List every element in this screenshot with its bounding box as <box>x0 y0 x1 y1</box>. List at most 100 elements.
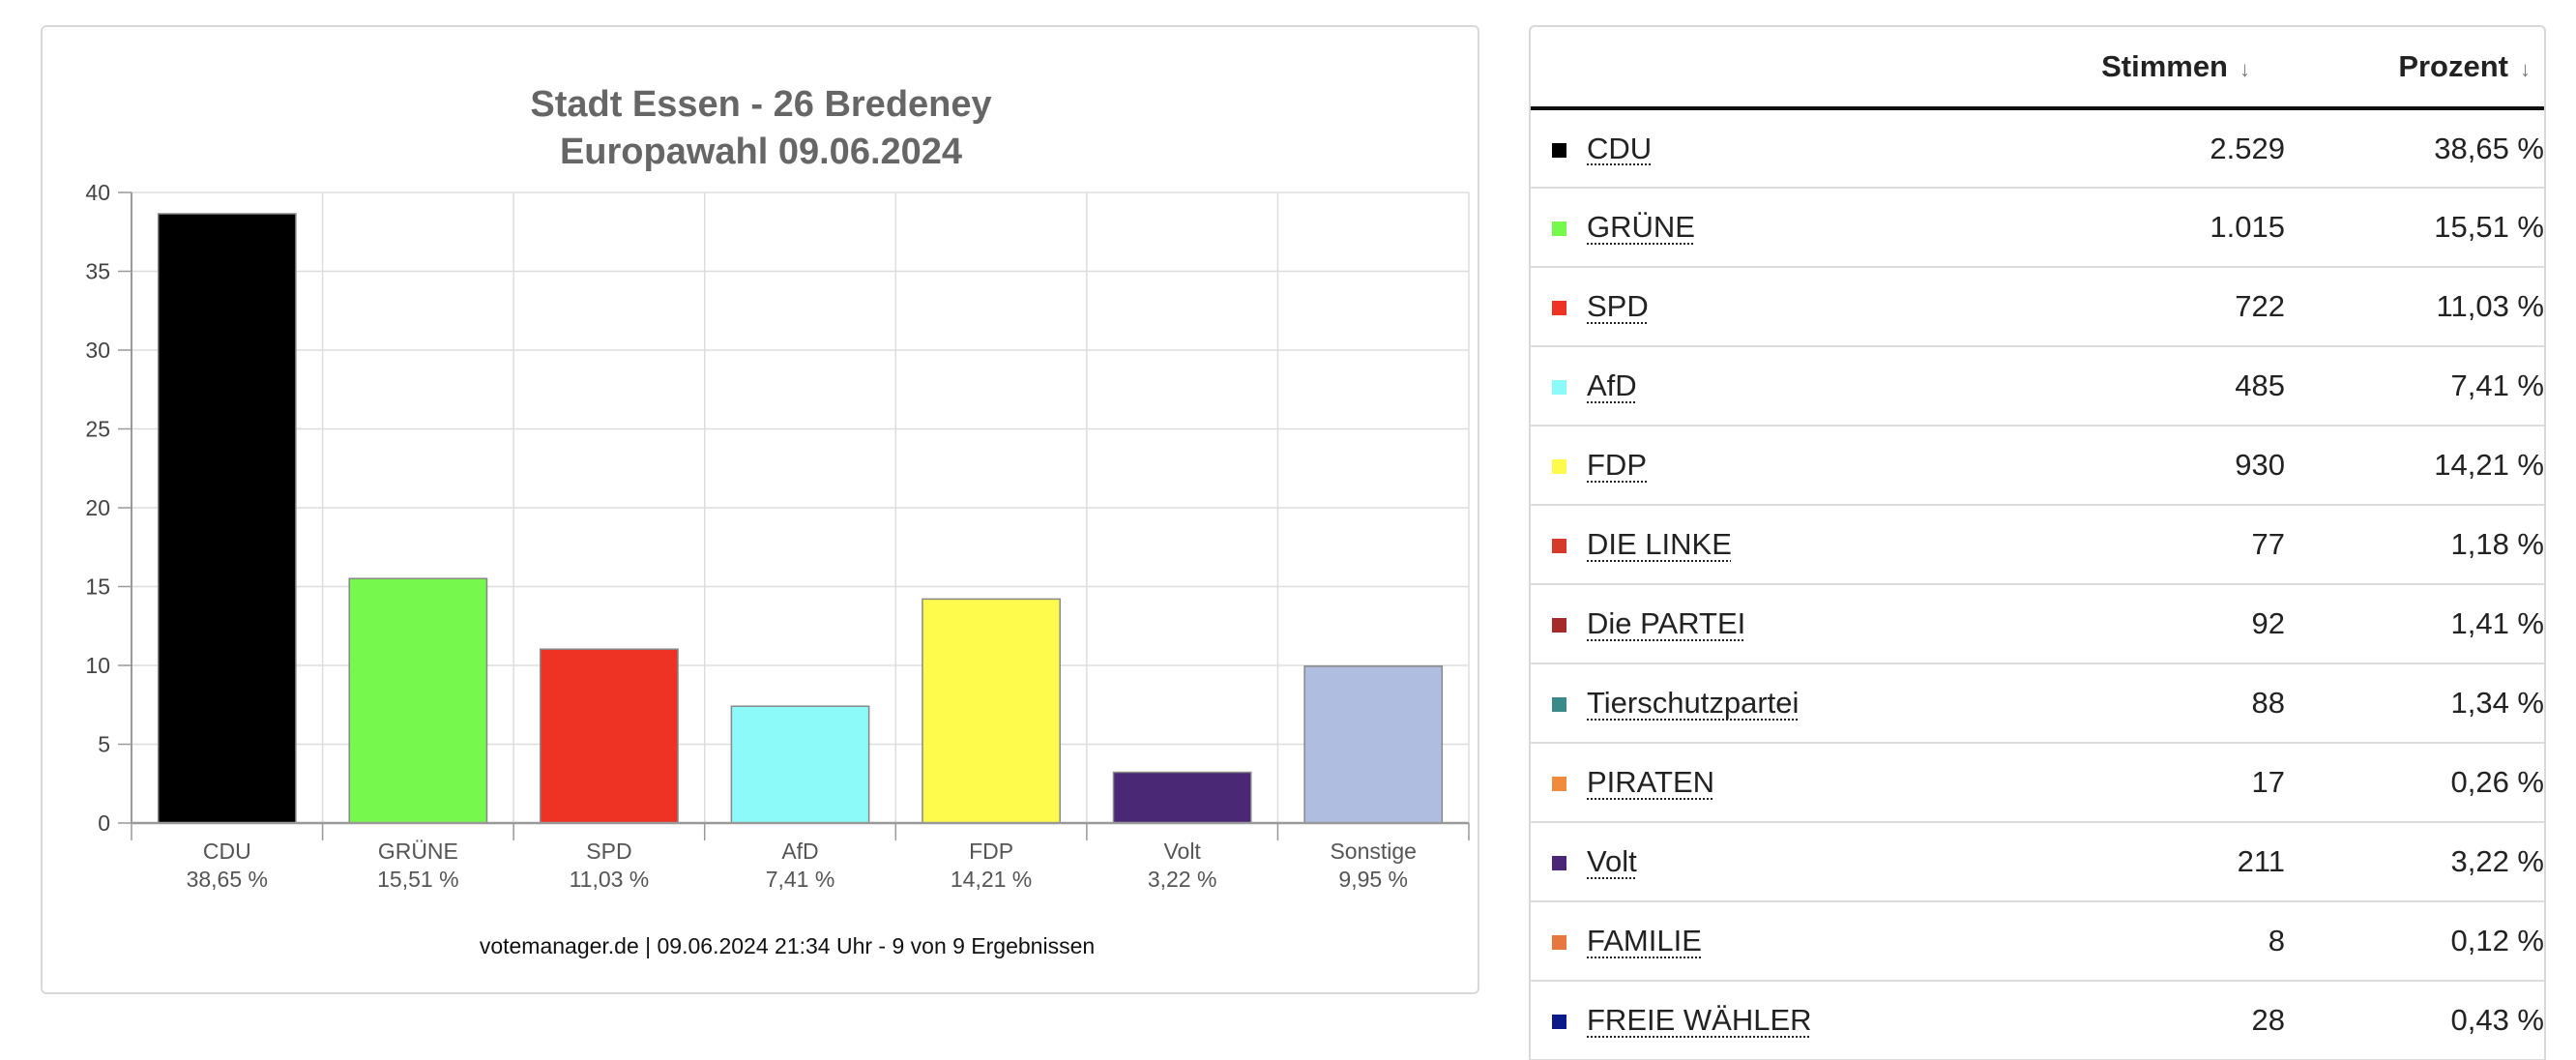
party-cell: DIE LINKE <box>1587 505 2061 585</box>
stimmen-cell: 2.529 <box>2061 108 2285 189</box>
table-row: DIE LINKE 77 1,18 % <box>1531 505 2544 585</box>
x-category-label: AfD <box>781 839 818 864</box>
party-name-link[interactable]: PIRATEN <box>1587 765 1715 799</box>
stimmen-cell: 930 <box>2061 426 2285 506</box>
y-tick-label: 15 <box>85 574 110 600</box>
x-category-label: Volt <box>1163 839 1201 864</box>
stimmen-cell: 722 <box>2061 267 2285 347</box>
bar-cdu <box>157 213 297 824</box>
party-name-link[interactable]: DIE LINKE <box>1587 527 1732 561</box>
party-name-link[interactable]: FDP <box>1587 448 1647 482</box>
party-color-swatch <box>1551 301 1566 316</box>
party-name-link[interactable]: CDU <box>1587 131 1653 165</box>
results-table: Stimmen ↓ Prozent ↓ CDU 2.529 38,65 % GRÜNE 1.… <box>1531 27 2544 1060</box>
y-tick-label: 40 <box>85 180 110 205</box>
party-name-link[interactable]: SPD <box>1587 289 1649 323</box>
party-name-link[interactable]: FREIE WÄHLER <box>1587 1003 1812 1037</box>
header-stimmen[interactable]: Stimmen ↓ <box>2061 27 2285 110</box>
party-name-link[interactable]: Volt <box>1587 844 1637 878</box>
bar-volt <box>1112 771 1252 824</box>
y-tick-label: 35 <box>85 259 110 284</box>
party-cell: PIRATEN <box>1587 743 2061 823</box>
party-swatch-cell <box>1531 743 1587 823</box>
sort-arrow-icon[interactable]: ↓ <box>2520 57 2531 81</box>
party-swatch-cell <box>1531 584 1587 664</box>
party-swatch-cell <box>1531 663 1587 744</box>
party-cell: GRÜNE <box>1587 188 2061 268</box>
results-table-panel: Stimmen ↓ Prozent ↓ CDU 2.529 38,65 % GRÜNE 1.… <box>1529 25 2546 1060</box>
prozent-cell: 14,21 % <box>2285 426 2544 506</box>
stimmen-cell: 485 <box>2061 346 2285 427</box>
stimmen-cell: 92 <box>2061 584 2285 664</box>
party-swatch-cell <box>1531 346 1587 427</box>
bar-afd <box>730 705 870 824</box>
chart-footer: votemanager.de | 09.06.2024 21:34 Uhr - … <box>480 933 1095 958</box>
bar-grüne <box>348 577 488 824</box>
table-row: AfD 485 7,41 % <box>1531 346 2544 427</box>
party-name-link[interactable]: Die PARTEI <box>1587 606 1746 640</box>
sort-arrow-icon[interactable]: ↓ <box>2239 57 2250 81</box>
chart-title: Stadt Essen - 26 Bredeney <box>530 84 991 125</box>
y-tick-label: 10 <box>85 653 110 678</box>
party-swatch-cell <box>1531 267 1587 347</box>
y-tick-label: 30 <box>85 338 110 363</box>
party-color-swatch <box>1551 221 1566 237</box>
party-name-link[interactable]: Tierschutzpartei <box>1587 686 1800 720</box>
party-cell: Volt <box>1587 822 2061 902</box>
bar-sonstige <box>1303 665 1444 824</box>
party-name-link[interactable]: FAMILIE <box>1587 924 1702 957</box>
x-category-label: FDP <box>969 839 1013 864</box>
stimmen-cell: 77 <box>2061 505 2285 585</box>
party-color-swatch <box>1551 459 1566 475</box>
chart-subtitle: Europawahl 09.06.2024 <box>560 132 962 172</box>
prozent-cell: 1,18 % <box>2285 505 2544 585</box>
party-color-swatch <box>1551 618 1566 633</box>
x-category-percent-label: 38,65 % <box>187 867 268 892</box>
header-swatch <box>1531 27 1587 110</box>
party-cell: FAMILIE <box>1587 901 2061 982</box>
header-stimmen-label: Stimmen <box>2101 49 2228 83</box>
y-tick-label: 0 <box>98 810 110 836</box>
party-color-swatch <box>1551 935 1566 951</box>
x-category-percent-label: 9,95 % <box>1338 867 1408 892</box>
stimmen-cell: 1.015 <box>2061 188 2285 268</box>
party-name-link[interactable]: GRÜNE <box>1587 210 1695 244</box>
table-row: FDP 930 14,21 % <box>1531 426 2544 506</box>
prozent-cell: 0,26 % <box>2285 743 2544 823</box>
prozent-cell: 38,65 % <box>2285 108 2544 189</box>
party-color-swatch <box>1551 856 1566 871</box>
x-category-percent-label: 15,51 % <box>377 867 458 892</box>
party-swatch-cell <box>1531 426 1587 506</box>
prozent-cell: 0,12 % <box>2285 901 2544 982</box>
chart-card: Stadt Essen - 26 Bredeney Europawahl 09.… <box>41 25 1479 994</box>
prozent-cell: 11,03 % <box>2285 267 2544 347</box>
party-swatch-cell <box>1531 901 1587 982</box>
stimmen-cell: 8 <box>2061 901 2285 982</box>
stimmen-cell: 28 <box>2061 981 2285 1060</box>
x-category-percent-label: 7,41 % <box>766 867 835 892</box>
party-cell: CDU <box>1587 108 2061 189</box>
prozent-cell: 15,51 % <box>2285 188 2544 268</box>
x-category-label: CDU <box>203 839 251 864</box>
bar-fdp <box>922 598 1061 824</box>
y-tick-label: 25 <box>85 417 110 442</box>
prozent-cell: 3,22 % <box>2285 822 2544 902</box>
party-color-swatch <box>1551 539 1566 554</box>
party-color-swatch <box>1551 697 1566 713</box>
party-color-swatch <box>1551 142 1566 158</box>
table-row: Tierschutzpartei 88 1,34 % <box>1531 663 2544 744</box>
party-swatch-cell <box>1531 108 1587 189</box>
stimmen-cell: 17 <box>2061 743 2285 823</box>
party-cell: FREIE WÄHLER <box>1587 981 2061 1060</box>
party-color-swatch <box>1551 777 1566 792</box>
party-name-link[interactable]: AfD <box>1587 368 1637 402</box>
party-color-swatch <box>1551 380 1566 396</box>
header-prozent[interactable]: Prozent ↓ <box>2285 27 2544 110</box>
header-party <box>1587 27 2061 110</box>
bar-spd <box>540 648 679 824</box>
party-cell: Die PARTEI <box>1587 584 2061 664</box>
party-swatch-cell <box>1531 188 1587 268</box>
table-row: Volt 211 3,22 % <box>1531 822 2544 902</box>
table-row: FAMILIE 8 0,12 % <box>1531 901 2544 982</box>
x-category-label: Sonstige <box>1330 839 1417 864</box>
